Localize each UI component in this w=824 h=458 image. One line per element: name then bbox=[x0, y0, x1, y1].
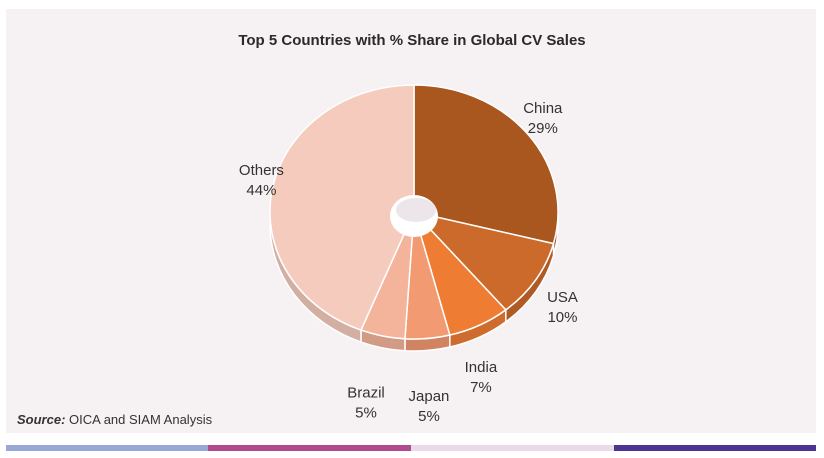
label-china: China bbox=[523, 100, 563, 117]
chart-title: Top 5 Countries with % Share in Global C… bbox=[238, 32, 586, 49]
source-text: OICA and SIAM Analysis bbox=[65, 412, 213, 427]
pie-slice-china bbox=[413, 84, 559, 245]
footer-bar-2 bbox=[208, 445, 411, 451]
value-label-others: 44% bbox=[246, 182, 276, 199]
value-label-china: 29% bbox=[528, 120, 558, 137]
source-prefix: Source: bbox=[17, 412, 66, 427]
pie-slice-usa bbox=[411, 210, 555, 311]
value-label-india: 7% bbox=[470, 379, 492, 396]
value-label-usa: 10% bbox=[547, 309, 577, 326]
footer-bar-3 bbox=[411, 445, 614, 451]
label-usa: USA bbox=[547, 289, 578, 306]
source-note: Source: OICA and SIAM Analysis bbox=[17, 412, 212, 427]
label-japan: Japan bbox=[409, 388, 450, 405]
label-brazil: Brazil bbox=[347, 385, 385, 402]
label-india: India bbox=[465, 359, 498, 376]
footer-bar-4 bbox=[614, 445, 816, 451]
pie-hole-inner bbox=[396, 198, 436, 222]
footer-bar-1 bbox=[6, 445, 208, 451]
value-label-japan: 5% bbox=[418, 408, 440, 425]
label-others: Others bbox=[239, 162, 284, 179]
value-label-brazil: 5% bbox=[355, 405, 377, 422]
pie-slice-others bbox=[269, 84, 415, 332]
